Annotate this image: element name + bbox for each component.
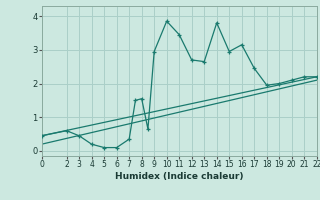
X-axis label: Humidex (Indice chaleur): Humidex (Indice chaleur)	[115, 172, 244, 181]
